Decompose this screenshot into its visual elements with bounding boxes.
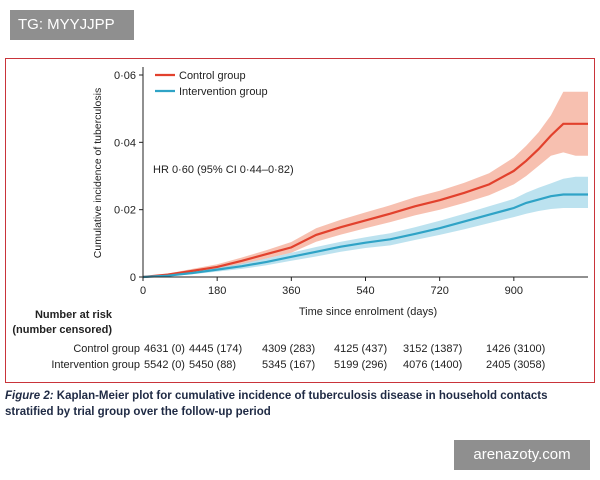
y-tick-label: 0·04 xyxy=(114,137,136,149)
x-tick-label: 180 xyxy=(208,285,226,297)
risk-cell: 5450 (88) xyxy=(189,359,236,371)
watermark-top-left: TG: MYYJJPP xyxy=(10,10,134,40)
series-lines xyxy=(142,122,588,279)
risk-cell: 5199 (296) xyxy=(334,359,387,371)
risk-cell: 5345 (167) xyxy=(262,359,315,371)
watermark-bottom-right: arenazoty.com xyxy=(454,440,590,470)
risk-table-subtitle: (number censored) xyxy=(12,324,112,336)
risk-cell: 5542 (0) xyxy=(144,359,185,371)
x-tick-label: 720 xyxy=(430,285,448,297)
confidence-bands xyxy=(143,91,588,277)
x-tick-label: 0 xyxy=(140,285,146,297)
x-tick-label: 360 xyxy=(282,285,300,297)
risk-row-label-control: Control group xyxy=(73,343,140,355)
y-tick-label: 0 xyxy=(130,272,136,284)
risk-cell: 4445 (174) xyxy=(189,343,242,355)
figure-frame xyxy=(5,58,595,383)
x-tick-label: 540 xyxy=(356,285,374,297)
kaplan-meier-chart: 0 180 360 540 720 900 0 0·02 0·04 0·06 Cumulative… xyxy=(12,67,588,371)
legend-label-intervention: Intervention group xyxy=(179,86,268,98)
figure-caption: Figure 2: Kaplan-Meier plot for cumulati… xyxy=(5,388,597,420)
series-line-intervention xyxy=(142,193,588,279)
ci-band-control xyxy=(143,91,588,277)
x-tick-label: 900 xyxy=(505,285,523,297)
ci-band-intervention xyxy=(143,176,588,277)
y-tick-label: 0·02 xyxy=(114,205,136,217)
risk-cell: 3152 (1387) xyxy=(403,343,462,355)
y-tick-label: 0·06 xyxy=(114,70,136,82)
risk-cell: 4076 (1400) xyxy=(403,359,462,371)
x-axis-label: Time since enrolment (days) xyxy=(299,306,437,318)
risk-row-label-intervention: Intervention group xyxy=(51,359,140,371)
y-axis-label: Cumulative incidence of tuberculosis xyxy=(92,88,104,258)
caption-text: Kaplan-Meier plot for cumulative inciden… xyxy=(5,390,548,418)
risk-cell: 4631 (0) xyxy=(144,343,185,355)
risk-cell: 4309 (283) xyxy=(262,343,315,355)
risk-cell: 1426 (3100) xyxy=(486,343,545,355)
axes: 0 180 360 540 720 900 0 0·02 0·04 0·06 xyxy=(114,67,588,297)
legend: Control group Intervention group xyxy=(155,70,268,98)
figure-label: Figure 2: xyxy=(5,390,54,402)
legend-label-control: Control group xyxy=(179,70,246,82)
series-line-control xyxy=(142,122,588,279)
risk-cell: 4125 (437) xyxy=(334,343,387,355)
hr-annotation: HR 0·60 (95% CI 0·44–0·82) xyxy=(153,164,294,176)
risk-cell: 2405 (3058) xyxy=(486,359,545,371)
risk-table: Number at risk (number censored) Control… xyxy=(12,309,545,371)
risk-table-title: Number at risk xyxy=(35,309,113,321)
